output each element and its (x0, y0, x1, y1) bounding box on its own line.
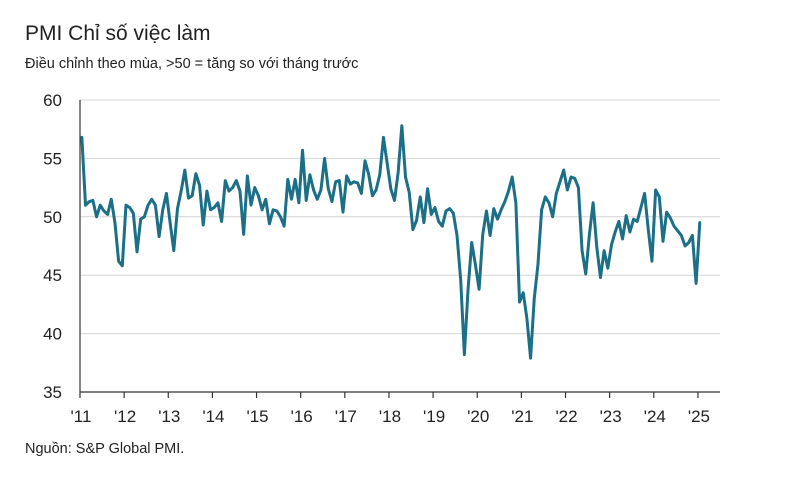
x-tick-label: '17 (335, 407, 357, 426)
x-tick-label: '20 (467, 407, 489, 426)
x-tick-label: '24 (644, 407, 666, 426)
chart-subtitle: Điều chỉnh theo mùa, >50 = tăng so với t… (25, 56, 359, 72)
axes (79, 100, 720, 393)
y-tick-label: 45 (43, 266, 62, 285)
x-tick-label: '18 (379, 407, 401, 426)
source-note: Nguồn: S&P Global PMI. (25, 441, 185, 457)
x-axis-labels: '11 '12 '13 '14 '15 '16 '17 '18 '19 '20 '21 '22 '23 '… (71, 392, 710, 426)
x-tick-label: '19 (423, 407, 445, 426)
x-tick-label: '23 (600, 407, 622, 426)
gridlines (80, 99, 720, 335)
chart-title: PMI Chỉ số việc làm (25, 22, 211, 45)
x-tick-label: '25 (688, 407, 710, 426)
x-tick-label: '15 (246, 407, 268, 426)
series-layer (80, 124, 702, 360)
x-tick-label: '13 (158, 407, 180, 426)
x-tick-label: '14 (202, 407, 224, 426)
x-tick-label: '21 (511, 407, 533, 426)
y-tick-label: 40 (43, 325, 62, 344)
x-tick-label: '12 (114, 407, 136, 426)
x-tick-label: '11 (71, 407, 92, 426)
employment-index-line (80, 124, 702, 360)
y-tick-label: 55 (43, 149, 62, 168)
y-tick-label: 60 (43, 91, 62, 110)
x-tick-label: '22 (555, 407, 577, 426)
y-tick-label: 50 (43, 208, 62, 227)
y-axis-labels: 35 40 45 50 55 60 (43, 91, 62, 402)
x-tick-label: '16 (291, 407, 313, 426)
y-tick-label: 35 (43, 383, 62, 402)
